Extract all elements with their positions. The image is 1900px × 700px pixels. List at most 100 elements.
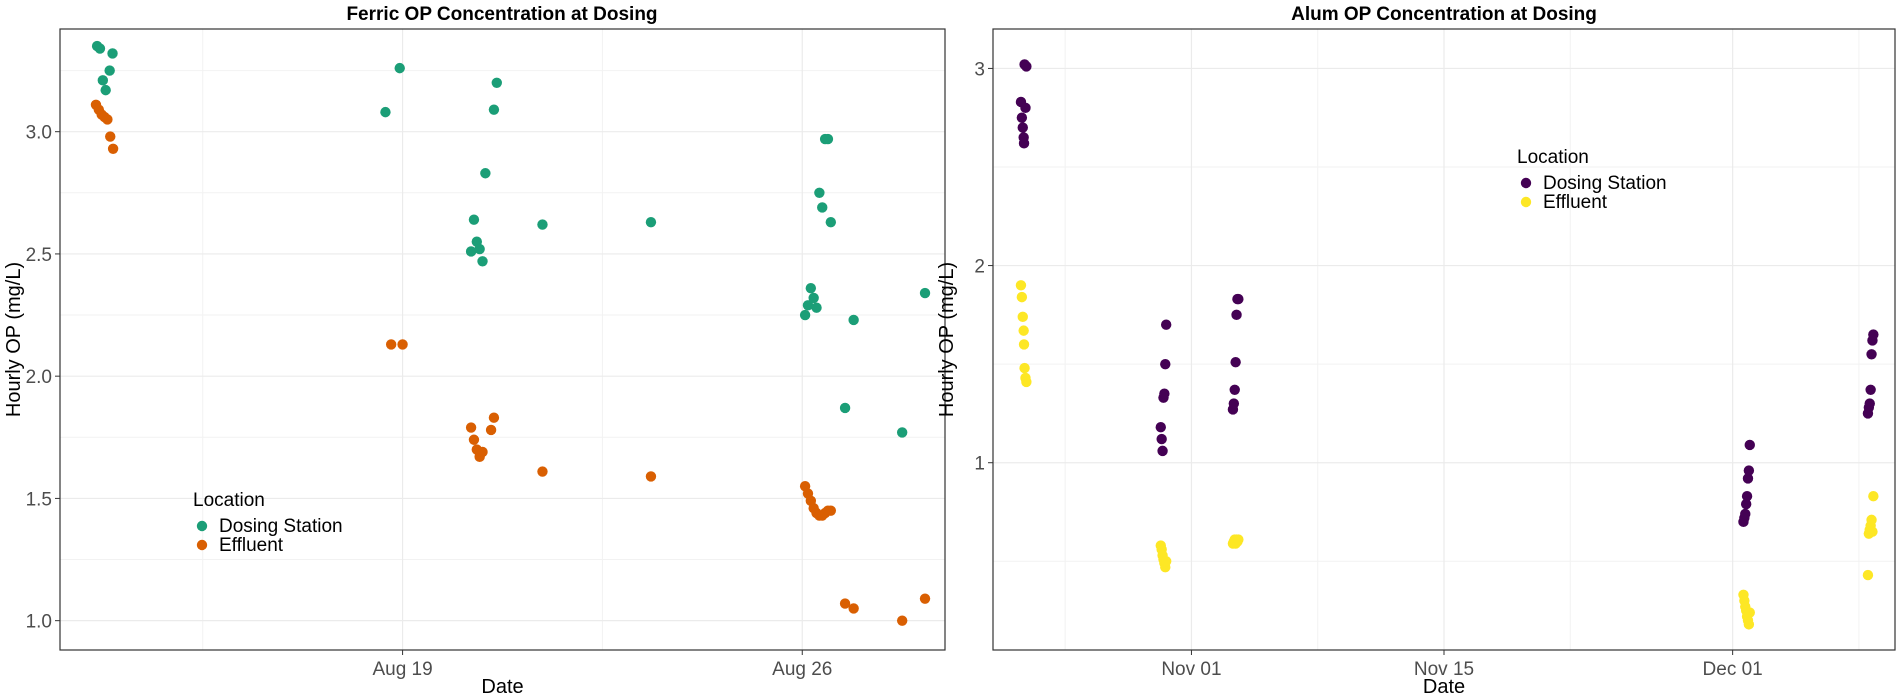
data-point: [822, 133, 834, 145]
data-point: [537, 219, 548, 230]
data-point: [1018, 325, 1029, 336]
data-point: [805, 282, 817, 294]
data-point: [1744, 439, 1755, 451]
legend-key: [1520, 196, 1532, 208]
data-point: [477, 256, 488, 267]
data-point: [104, 65, 115, 76]
data-point: [799, 309, 811, 321]
data-point: [465, 422, 477, 433]
data-point: [848, 603, 859, 614]
legend-key: [1520, 177, 1532, 189]
x-axis-label: Date: [481, 676, 523, 698]
y-tick-label: 3: [974, 59, 985, 80]
data-point: [1159, 388, 1170, 399]
data-point: [102, 114, 113, 125]
data-point: [645, 216, 657, 228]
data-point: [1743, 465, 1755, 476]
plot-border: [59, 28, 946, 651]
x-tick-label: Aug 26: [772, 659, 832, 680]
data-point: [1864, 398, 1875, 409]
y-tick-label: 3.0: [26, 123, 52, 144]
data-point: [537, 466, 548, 477]
legend-label: Effluent: [1543, 192, 1608, 213]
data-point: [1157, 445, 1168, 457]
data-point: [825, 505, 837, 516]
legend-label: Dosing Station: [219, 516, 343, 537]
data-point: [1862, 569, 1874, 581]
x-axis-label: Date: [1423, 676, 1465, 698]
data-point: [1742, 473, 1754, 484]
y-tick-label: 1.5: [26, 489, 52, 510]
legend-title: Location: [1517, 147, 1589, 168]
data-point: [1021, 376, 1032, 388]
data-point: [1868, 491, 1879, 502]
data-point: [1743, 619, 1755, 630]
data-point: [1867, 526, 1878, 537]
data-point: [107, 143, 119, 154]
data-point: [380, 106, 391, 118]
data-point: [1016, 112, 1028, 123]
data-point: [1866, 514, 1877, 526]
y-axis-label: Hourly OP (mg/L): [3, 262, 25, 417]
data-point: [97, 75, 109, 86]
data-point: [1160, 358, 1171, 370]
data-point: [1740, 508, 1751, 520]
chart-title: Alum OP Concentration at Dosing: [1291, 4, 1597, 25]
data-point: [645, 471, 657, 482]
data-point: [919, 287, 931, 299]
plot-border: [992, 28, 1896, 651]
data-point: [485, 424, 497, 436]
data-point: [1019, 362, 1030, 374]
data-point: [1156, 433, 1167, 445]
series-effluent: [90, 99, 931, 626]
data-point: [1228, 398, 1240, 409]
data-point: [1233, 293, 1244, 305]
data-point: [839, 598, 851, 609]
y-tick-label: 1.0: [26, 612, 52, 633]
data-point: [491, 77, 502, 88]
data-point: [896, 427, 908, 438]
chart-panel-0: Aug 19 Aug 26 1.0 1.5 2.0 2.5 3.0 Ferric OP Con…: [3, 4, 946, 698]
data-point: [817, 202, 828, 213]
data-point: [839, 402, 851, 414]
legend-key: [196, 520, 208, 532]
chart-panel-1: Nov 01 Nov 15 Dec 01 1 2 3 Alum OP Concentrati…: [936, 4, 1896, 698]
data-point: [468, 214, 480, 225]
data-point: [1155, 422, 1166, 433]
data-point: [1230, 356, 1241, 368]
x-tick-label: Aug 19: [372, 659, 432, 680]
data-point: [1866, 349, 1877, 360]
data-point: [397, 339, 408, 350]
data-point: [1744, 607, 1755, 618]
data-point: [94, 43, 106, 54]
data-point: [100, 84, 111, 96]
y-tick-label: 2: [974, 257, 985, 278]
data-point: [1017, 122, 1028, 133]
data-point: [814, 187, 825, 199]
data-point: [1020, 102, 1031, 114]
data-point: [477, 446, 488, 458]
y-axis-label: Hourly OP (mg/L): [936, 262, 958, 417]
y-tick-label: 2.5: [26, 245, 52, 266]
data-point: [488, 412, 500, 423]
data-point: [480, 168, 491, 179]
data-point: [474, 243, 485, 255]
data-point: [105, 131, 116, 142]
data-point: [811, 302, 822, 313]
data-point: [1018, 138, 1030, 149]
data-point: [1865, 384, 1876, 395]
data-point: [1231, 309, 1242, 321]
series-dosing-station: [91, 40, 931, 438]
data-point: [808, 292, 819, 304]
data-point: [1868, 329, 1879, 340]
data-point: [1160, 556, 1172, 567]
series-dosing-station: [1015, 59, 1879, 528]
data-point: [385, 339, 397, 350]
data-point: [488, 104, 500, 115]
data-point: [896, 615, 908, 626]
data-point: [1015, 280, 1027, 291]
data-point: [1160, 319, 1172, 330]
data-point: [394, 62, 405, 74]
